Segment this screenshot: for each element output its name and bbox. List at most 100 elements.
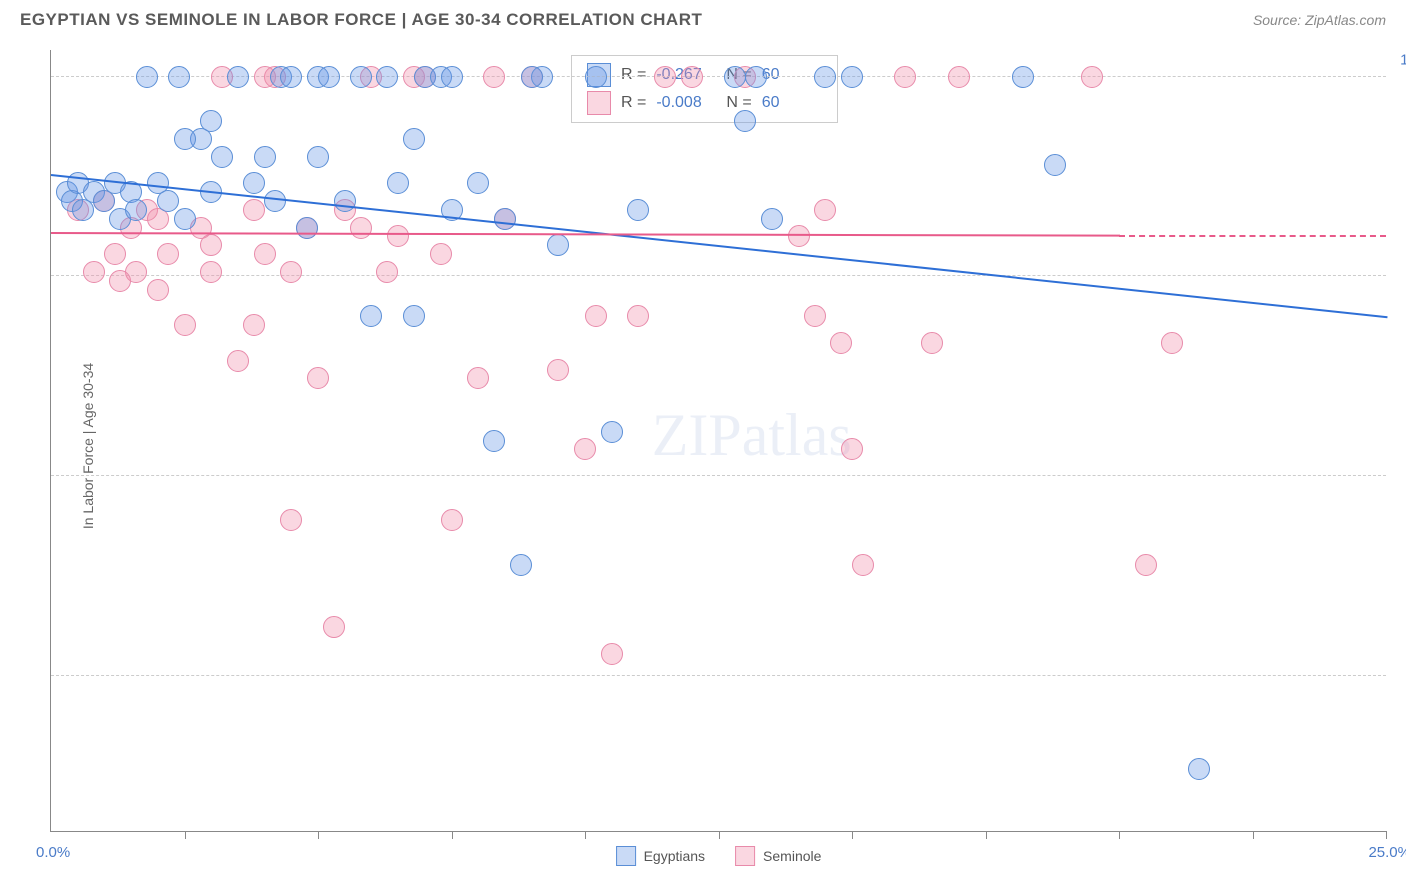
x-tick xyxy=(1119,831,1120,839)
egyptians-point xyxy=(1012,66,1034,88)
egyptians-point xyxy=(483,430,505,452)
x-tick xyxy=(1386,831,1387,839)
gridline xyxy=(51,275,1386,276)
seminole-point xyxy=(574,438,596,460)
seminole-point xyxy=(894,66,916,88)
seminole-point xyxy=(948,66,970,88)
seminole-point xyxy=(654,66,676,88)
stats-row-seminole: R = -0.008 N = 60 xyxy=(587,89,822,117)
egyptians-point xyxy=(761,208,783,230)
seminole-point xyxy=(350,217,372,239)
egyptians-point xyxy=(1188,758,1210,780)
egyptians-point xyxy=(307,146,329,168)
egyptians-point xyxy=(510,554,532,576)
seminole-point xyxy=(104,243,126,265)
seminole-point xyxy=(1081,66,1103,88)
x-tick xyxy=(719,831,720,839)
seminole-point xyxy=(627,305,649,327)
seminole-point xyxy=(243,314,265,336)
gridline xyxy=(51,475,1386,476)
seminole-point xyxy=(323,616,345,638)
seminole-point xyxy=(585,305,607,327)
egyptians-point xyxy=(387,172,409,194)
egyptians-point xyxy=(174,208,196,230)
egyptians-point xyxy=(724,66,746,88)
seminole-point xyxy=(547,359,569,381)
seminole-point xyxy=(804,305,826,327)
seminole-point xyxy=(1135,554,1157,576)
egyptians-point xyxy=(521,66,543,88)
egyptians-trendline xyxy=(51,174,1387,318)
watermark: ZIPatlas xyxy=(652,401,852,470)
seminole-point xyxy=(483,66,505,88)
egyptians-point xyxy=(1044,154,1066,176)
gridline xyxy=(51,76,1386,77)
legend-item-seminole: Seminole xyxy=(735,846,821,866)
x-tick xyxy=(452,831,453,839)
legend: Egyptians Seminole xyxy=(616,846,822,866)
seminole-point xyxy=(174,314,196,336)
seminole-point xyxy=(280,261,302,283)
x-axis-min-label: 0.0% xyxy=(36,844,70,861)
seminole-point xyxy=(430,243,452,265)
seminole-point xyxy=(387,225,409,247)
legend-swatch-egyptians xyxy=(616,846,636,866)
egyptians-point xyxy=(264,190,286,212)
seminole-point xyxy=(147,279,169,301)
egyptians-point xyxy=(334,190,356,212)
x-axis-max-label: 25.0% xyxy=(1368,844,1406,861)
seminole-point xyxy=(814,199,836,221)
seminole-point xyxy=(307,367,329,389)
egyptians-point xyxy=(403,305,425,327)
seminole-point xyxy=(200,261,222,283)
source-attribution: Source: ZipAtlas.com xyxy=(1253,12,1386,28)
seminole-point xyxy=(376,261,398,283)
egyptians-point xyxy=(157,190,179,212)
egyptians-point xyxy=(254,146,276,168)
x-tick xyxy=(986,831,987,839)
egyptians-point xyxy=(745,66,767,88)
seminole-point xyxy=(109,270,131,292)
egyptians-point xyxy=(814,66,836,88)
seminole-point xyxy=(441,509,463,531)
egyptians-point xyxy=(350,66,372,88)
egyptians-point xyxy=(494,208,516,230)
chart-plot-area: ZIPatlas R = -0.267 N = 60 R = -0.008 N … xyxy=(50,50,1386,832)
egyptians-point xyxy=(441,66,463,88)
chart-title: EGYPTIAN VS SEMINOLE IN LABOR FORCE | AG… xyxy=(20,10,702,30)
egyptians-point xyxy=(136,66,158,88)
egyptians-point xyxy=(585,66,607,88)
egyptians-point xyxy=(403,128,425,150)
seminole-dash-trendline xyxy=(1119,235,1386,237)
x-tick xyxy=(318,831,319,839)
egyptians-point xyxy=(547,234,569,256)
egyptians-point xyxy=(601,421,623,443)
legend-swatch-seminole xyxy=(735,846,755,866)
egyptians-point xyxy=(125,199,147,221)
seminole-point xyxy=(157,243,179,265)
seminole-point xyxy=(467,367,489,389)
legend-item-egyptians: Egyptians xyxy=(616,846,705,866)
egyptians-point xyxy=(467,172,489,194)
egyptians-point xyxy=(318,66,340,88)
seminole-point xyxy=(83,261,105,283)
seminole-point xyxy=(841,438,863,460)
seminole-point xyxy=(200,234,222,256)
egyptians-point xyxy=(376,66,398,88)
x-tick xyxy=(1253,831,1254,839)
egyptians-point xyxy=(174,128,196,150)
egyptians-point xyxy=(627,199,649,221)
x-tick xyxy=(185,831,186,839)
correlation-stats-box: R = -0.267 N = 60 R = -0.008 N = 60 xyxy=(571,55,838,123)
seminole-point xyxy=(280,509,302,531)
seminole-point xyxy=(788,225,810,247)
y-tick-label: 100.0% xyxy=(1400,51,1406,68)
seminole-point xyxy=(254,243,276,265)
egyptians-point xyxy=(280,66,302,88)
egyptians-point xyxy=(243,172,265,194)
x-tick xyxy=(852,831,853,839)
egyptians-point xyxy=(734,110,756,132)
seminole-point xyxy=(852,554,874,576)
egyptians-point xyxy=(296,217,318,239)
egyptians-point xyxy=(227,66,249,88)
